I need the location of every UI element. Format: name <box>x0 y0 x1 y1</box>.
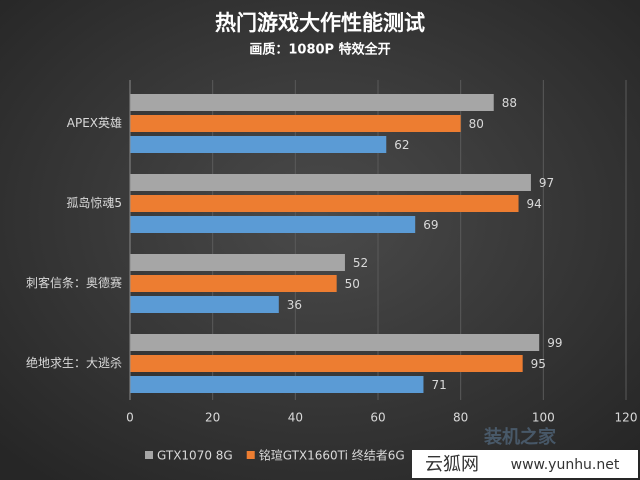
legend-label: 铭瑄GTX1660Ti 终结者6G <box>259 448 405 463</box>
watermark-site: 云狐网 <box>425 454 479 475</box>
value-label: 94 <box>527 197 542 211</box>
legend-swatch <box>145 451 153 459</box>
legend-label: GTX1070 8G <box>157 449 233 463</box>
legend-swatch <box>246 451 255 459</box>
bar <box>130 334 540 351</box>
value-label: 36 <box>287 298 302 312</box>
bar <box>130 275 337 292</box>
y-tick-label: APEX英雄 <box>67 115 122 130</box>
bar <box>130 355 523 372</box>
x-tick-label: 20 <box>205 411 220 425</box>
y-tick-label: 刺客信条：奥德赛 <box>26 275 122 290</box>
watermark: 装机之家 云狐网 www.yunhu.net <box>412 426 638 478</box>
value-label: 80 <box>469 117 484 131</box>
x-tick-label: 40 <box>288 411 303 425</box>
x-tick-label: 60 <box>370 411 385 425</box>
x-tick-label: 100 <box>532 411 555 425</box>
x-tick-label: 120 <box>615 411 638 425</box>
y-tick-label: 绝地求生：大逃杀 <box>26 355 122 370</box>
watermark-url: www.yunhu.net <box>511 457 620 473</box>
value-label: 62 <box>394 138 409 152</box>
watermark-faint: 装机之家 <box>484 426 557 448</box>
chart-title: 热门游戏大作性能测试 <box>215 11 425 35</box>
plot-area: 0 20 40 60 80 100 120 88 80 62 APEX英雄 97 94 69 孤岛惊魂5 52… <box>26 80 637 425</box>
chart-subtitle: 画质：1080P 特效全开 <box>249 42 390 58</box>
bar <box>130 174 531 191</box>
value-label: 50 <box>345 277 360 291</box>
bar <box>130 296 279 313</box>
bar <box>130 94 494 111</box>
y-tick-label: 孤岛惊魂5 <box>66 195 122 210</box>
bar <box>130 195 519 212</box>
watermark-box <box>412 450 638 478</box>
value-label: 69 <box>423 218 438 232</box>
value-label: 52 <box>353 256 368 270</box>
bar <box>130 115 461 132</box>
value-label: 71 <box>431 378 446 392</box>
bar <box>130 216 416 233</box>
value-label: 99 <box>547 336 562 350</box>
x-tick-label: 0 <box>126 411 134 425</box>
value-label: 95 <box>531 357 546 371</box>
value-label: 97 <box>539 176 554 190</box>
bar <box>130 376 424 393</box>
bar <box>130 136 387 153</box>
value-label: 88 <box>502 96 517 110</box>
bar <box>130 254 345 271</box>
x-tick-label: 80 <box>453 411 468 425</box>
